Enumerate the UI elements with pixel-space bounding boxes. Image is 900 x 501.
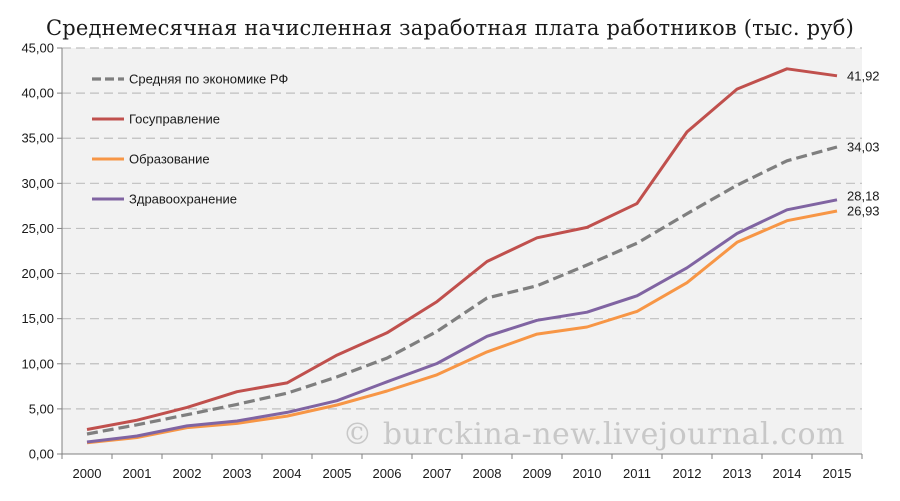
x-tick-label: 2008 (473, 466, 502, 481)
x-tick-label: 2011 (623, 466, 651, 481)
x-tick-label: 2007 (423, 466, 452, 481)
grid-layer (57, 47, 862, 455)
end-label: 41,92 (847, 68, 880, 83)
y-tick-label: 30,00 (21, 176, 54, 191)
y-tick-label: 35,00 (21, 131, 54, 146)
series-layer (86, 67, 838, 445)
x-tick-label: 2003 (223, 466, 252, 481)
series-line (86, 209, 838, 445)
y-tick-label: 5,00 (29, 401, 54, 416)
y-tick-label: 40,00 (21, 86, 54, 101)
end-label: 28,18 (847, 189, 880, 204)
legend-label: Здравоохранение (129, 192, 237, 207)
legend-label: Образование (129, 152, 210, 167)
series-line (86, 67, 838, 431)
legend: Средняя по экономике РФ Госуправление Обра… (92, 72, 288, 207)
y-tick-labels: 0,00 5,00 10,00 15,00 20,00 25,00 30,00 35,00 40… (21, 41, 54, 462)
x-tick-label: 2009 (523, 466, 552, 481)
x-tick-labels: 2000 2001 2002 2003 2004 2005 2006 2007 2008 2009… (73, 466, 852, 481)
legend-label: Госуправление (129, 112, 220, 127)
x-tick-label: 2001 (123, 466, 152, 481)
y-tick-label: 25,00 (21, 221, 54, 236)
x-tick-label: 2013 (723, 466, 752, 481)
chart-title: Среднемесячная начисленная заработная пл… (46, 16, 854, 40)
x-tick-label: 2006 (373, 466, 402, 481)
y-tick-label: 20,00 (21, 266, 54, 281)
series-line (86, 145, 838, 436)
x-tick-label: 2012 (673, 466, 702, 481)
y-tick-label: 0,00 (29, 447, 54, 462)
x-tick-label: 2004 (273, 466, 302, 481)
y-tick-label: 15,00 (21, 311, 54, 326)
x-tick-label: 2014 (773, 466, 802, 481)
x-tick-label: 2000 (73, 466, 102, 481)
x-tick-label: 2005 (323, 466, 352, 481)
end-label: 26,93 (847, 204, 880, 219)
y-tick-label: 45,00 (21, 41, 54, 56)
plot-area (62, 48, 862, 454)
end-label: 34,03 (847, 139, 880, 154)
legend-label: Средняя по экономике РФ (129, 72, 288, 87)
axis-layer (61, 48, 863, 459)
x-tick-label: 2015 (823, 466, 852, 481)
y-tick-label: 10,00 (21, 356, 54, 371)
series-line (86, 198, 838, 444)
watermark: © burckina-new.livejournal.com (342, 417, 845, 452)
x-tick-label: 2002 (173, 466, 202, 481)
x-tick-label: 2010 (573, 466, 602, 481)
